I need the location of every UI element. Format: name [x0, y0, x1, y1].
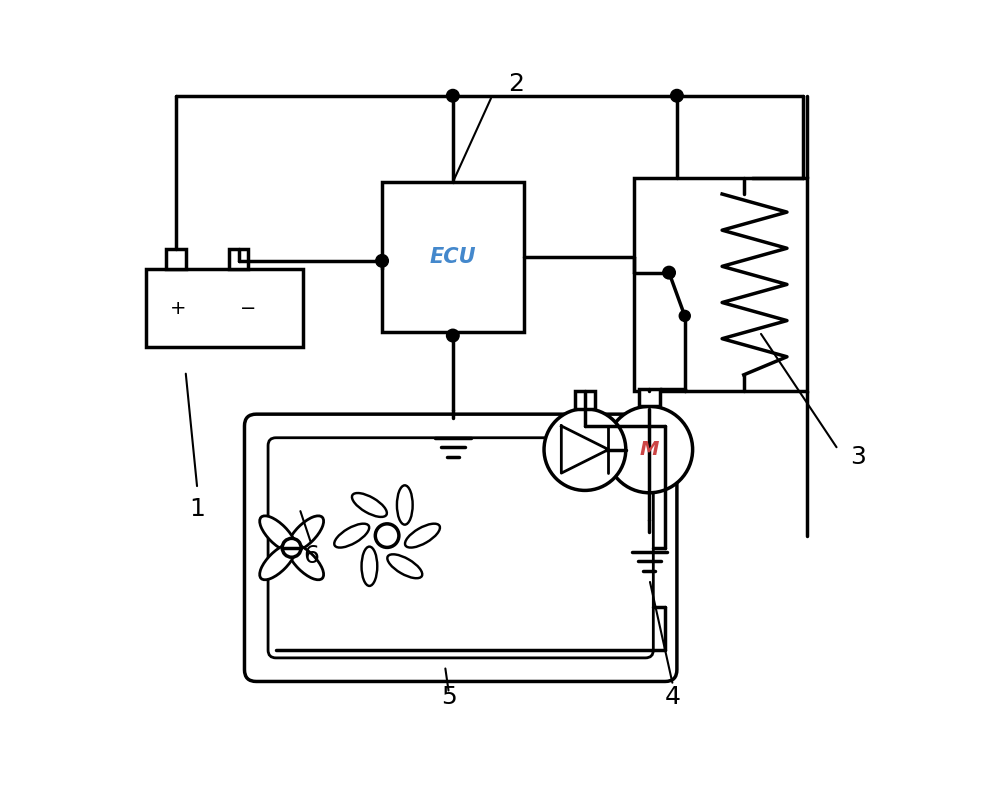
Ellipse shape: [260, 544, 296, 580]
Circle shape: [376, 255, 388, 267]
Text: 1: 1: [189, 496, 205, 521]
FancyBboxPatch shape: [244, 414, 677, 682]
Ellipse shape: [287, 544, 324, 580]
Text: +: +: [169, 298, 186, 317]
Circle shape: [544, 409, 626, 491]
Text: 2: 2: [508, 72, 524, 96]
Bar: [146, 269, 303, 347]
Ellipse shape: [334, 524, 369, 548]
Ellipse shape: [287, 516, 324, 552]
Circle shape: [447, 89, 459, 102]
Text: M: M: [640, 440, 659, 459]
Ellipse shape: [260, 516, 296, 552]
Circle shape: [663, 267, 675, 279]
Ellipse shape: [397, 485, 413, 525]
Circle shape: [375, 524, 399, 548]
Bar: [229, 249, 248, 269]
Ellipse shape: [405, 524, 440, 548]
Bar: [575, 391, 595, 409]
Bar: [382, 182, 524, 331]
Text: ECU: ECU: [430, 247, 476, 267]
Ellipse shape: [362, 547, 377, 586]
Bar: [166, 249, 186, 269]
Circle shape: [282, 538, 301, 557]
Text: 3: 3: [850, 446, 866, 469]
Ellipse shape: [352, 493, 387, 517]
Circle shape: [664, 267, 675, 279]
Circle shape: [679, 310, 690, 321]
Bar: [634, 178, 807, 391]
Text: 4: 4: [665, 685, 681, 709]
Text: 6: 6: [303, 544, 319, 567]
Ellipse shape: [387, 555, 422, 578]
Text: 5: 5: [441, 685, 457, 709]
Text: −: −: [240, 298, 257, 317]
Circle shape: [447, 329, 459, 342]
Bar: [639, 389, 660, 406]
Circle shape: [671, 89, 683, 102]
Circle shape: [606, 406, 693, 493]
